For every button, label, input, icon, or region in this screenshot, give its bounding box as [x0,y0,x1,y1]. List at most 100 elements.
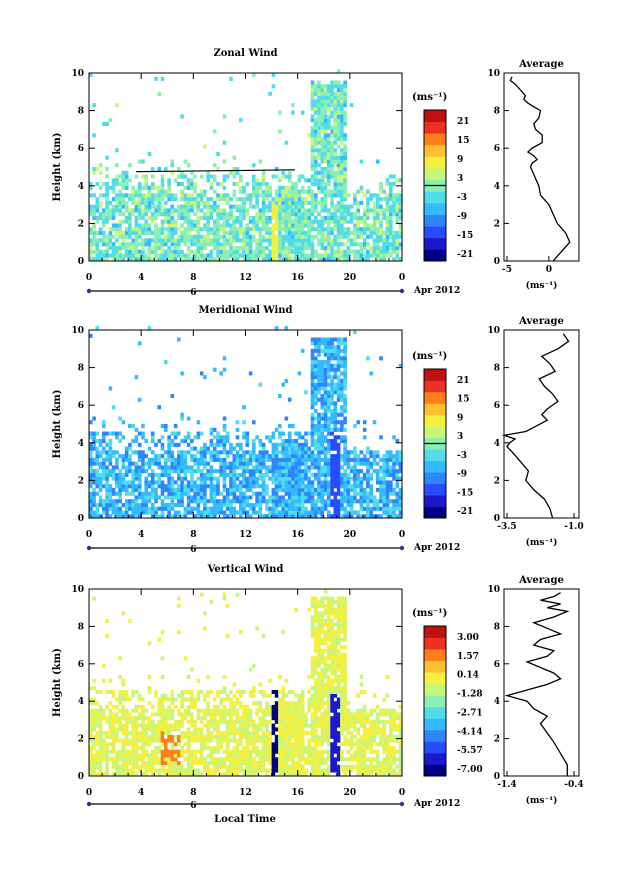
heatmap-cell [186,219,191,224]
heatmap-cell [314,457,318,462]
heatmap-cell [369,472,373,477]
heatmap-cell [300,110,305,115]
heatmap-cell [268,257,272,262]
heatmap-cell [209,768,214,773]
heatmap-cell [173,719,178,724]
heatmap-cell [180,723,184,728]
heatmap-cell [141,242,145,247]
heatmap-cell [255,753,259,758]
heatmap-cell [225,633,230,638]
heatmap-cell [222,772,227,777]
heatmap-cell [274,442,279,447]
heatmap-cell [222,234,227,239]
heatmap-cell [327,182,331,187]
heatmap-cell [105,204,109,209]
heatmap-cell [278,219,282,224]
heatmap-cell [183,461,188,466]
heatmap-cell [297,371,302,376]
heatmap-cell [89,768,93,773]
heatmap-cell [294,257,298,262]
heatmap-cell [157,238,162,243]
heatmap-cell [177,499,181,504]
heatmap-cell [196,738,201,743]
heatmap-cell [222,435,227,440]
heatmap-cell [248,761,253,765]
heatmap-cell [154,723,158,728]
heatmap-cell [144,461,148,466]
heatmap-cell [382,476,386,481]
heatmap-cell [300,503,305,508]
heatmap-cell [128,457,132,462]
heatmap-cell [278,246,282,251]
heatmap-cell [108,234,113,239]
heatmap-cell [137,159,142,164]
heatmap-cell [333,84,338,89]
heatmap-cell [115,472,119,477]
heatmap-cell [206,746,210,751]
heatmap-cell [382,249,386,254]
heatmap-cell [89,454,93,459]
heatmap-cell [118,510,122,515]
heatmap-cell [160,675,165,679]
heatmap-cell [343,219,347,224]
heatmap-cell [150,476,155,481]
heatmap-cell [98,163,103,168]
heatmap-cell [389,182,393,187]
heatmap-cell [317,446,321,451]
heatmap-cell [89,480,93,485]
heatmap-cell [102,731,106,736]
heatmap-cell [317,148,321,153]
heatmap-cell [327,390,331,395]
heatmap-cell [225,757,230,762]
heatmap-cell [115,103,119,108]
heatmap-cell [327,375,331,380]
heatmap-cell [314,99,318,104]
heatmap-cell [340,397,344,402]
heatmap-cell [297,469,302,474]
heatmap-cell [111,772,116,777]
heatmap-cell [164,772,168,777]
heatmap-cell [167,450,171,455]
heatmap-cell [375,257,380,262]
heatmap-cell [252,761,256,765]
heatmap-cell [95,764,100,769]
heatmap-cell [255,727,259,732]
heatmap-cell [124,742,129,747]
heatmap-cell [209,465,214,470]
x-tick-label: 0 [399,273,405,283]
heatmap-cell [343,178,347,183]
heatmap-cell [242,257,246,262]
heatmap-cell [193,757,197,762]
heatmap-cell [225,472,230,477]
heatmap-cell [115,491,119,496]
heatmap-cell [137,193,142,198]
heatmap-cell [216,491,220,496]
heatmap-cell [317,136,321,141]
heatmap-cell [173,503,178,508]
heatmap-cell [258,227,263,232]
heatmap-cell [336,238,341,243]
heatmap-cell [340,476,344,481]
heatmap-cell [160,514,165,519]
heatmap-cell [323,378,328,383]
heatmap-cell [375,476,380,481]
heatmap-cell [317,118,321,123]
heatmap-cell [108,499,113,504]
heatmap-cell [150,193,155,198]
heatmap-cell [118,234,122,239]
heatmap-cell [310,253,315,258]
heatmap-cell [375,242,380,247]
heatmap-cell [216,212,220,217]
heatmap-cell [141,450,145,455]
heatmap-cell [183,212,188,217]
heatmap-cell [333,129,338,134]
heatmap-cell [216,764,220,769]
heatmap-cell [183,227,188,232]
heatmap-cell [265,734,269,739]
heatmap-cell [362,223,367,228]
heatmap-cell [323,371,328,376]
heatmap-cell [111,749,116,754]
heatmap-cell [327,487,331,492]
heatmap-cell [395,197,400,202]
heatmap-cell [330,95,334,100]
